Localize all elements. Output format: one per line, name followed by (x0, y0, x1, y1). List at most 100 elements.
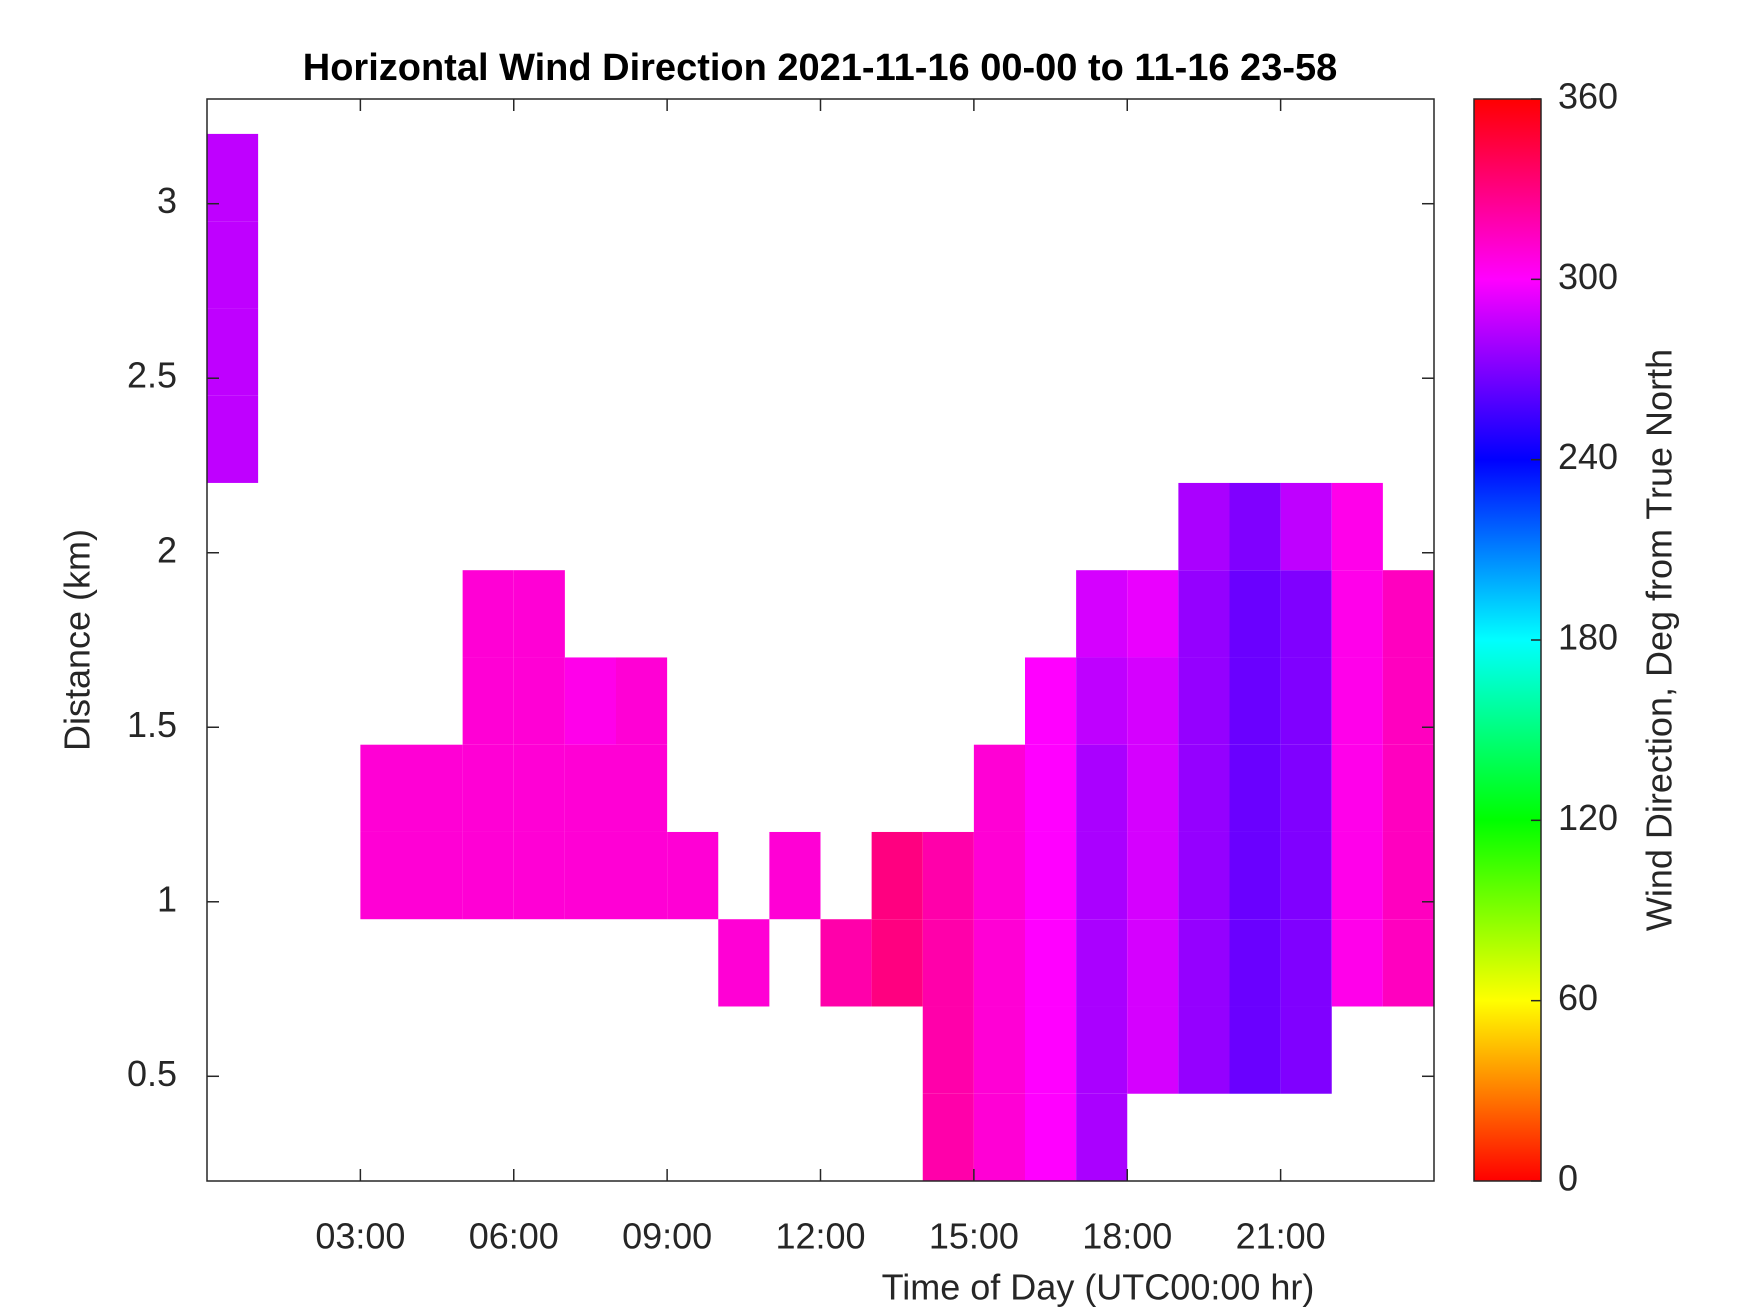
cell (1127, 744, 1179, 832)
colorbar-tick-label: 0 (1558, 1158, 1578, 1199)
y-tick-label: 1.5 (127, 704, 177, 745)
cell (513, 831, 565, 920)
x-tick-label: 03:00 (315, 1216, 405, 1257)
x-tick-label: 18:00 (1082, 1216, 1172, 1257)
cell (207, 395, 259, 483)
cell (513, 744, 565, 832)
cell (973, 831, 1025, 920)
cell (411, 831, 463, 920)
cell (1076, 1093, 1128, 1181)
cell (718, 919, 770, 1007)
cell (769, 831, 821, 920)
cell (1025, 1093, 1077, 1181)
cell (616, 744, 668, 832)
cell (1127, 831, 1179, 920)
cell (616, 831, 668, 920)
cell (1127, 919, 1179, 1007)
colorbar (1473, 98, 1542, 1182)
cell (1127, 1006, 1179, 1094)
colorbar-tick-label: 300 (1558, 256, 1618, 297)
colorbar-tick-label: 240 (1558, 436, 1618, 477)
cell (820, 919, 872, 1007)
cell (1178, 1006, 1230, 1094)
cell (360, 744, 412, 832)
cell (1127, 570, 1179, 658)
colorbar-tick-label: 120 (1558, 797, 1618, 838)
cell (1076, 570, 1128, 658)
cell (1076, 831, 1128, 920)
cell (462, 570, 514, 658)
cell (1280, 570, 1332, 658)
cell (1025, 657, 1077, 745)
cell (1178, 919, 1230, 1007)
cell (1229, 744, 1281, 832)
cell (1382, 570, 1434, 658)
cell (1025, 919, 1077, 1007)
cell (1229, 657, 1281, 745)
cell (207, 308, 259, 396)
cell (1076, 744, 1128, 832)
cell (1025, 1006, 1077, 1094)
chart-title: Horizontal Wind Direction 2021-11-16 00-… (303, 47, 1338, 89)
colorbar-tick-label: 60 (1558, 977, 1598, 1018)
cell (1127, 657, 1179, 745)
x-tick-label: 21:00 (1236, 1216, 1326, 1257)
cell (411, 744, 463, 832)
cell (922, 1006, 974, 1094)
cell (1331, 744, 1383, 832)
x-axis-label: Time of Day (UTC00:00 hr) (882, 1267, 1315, 1308)
cell (564, 744, 616, 832)
cell (1025, 744, 1077, 832)
cell (667, 831, 719, 920)
cell (1280, 744, 1332, 832)
cell (973, 1006, 1025, 1094)
cell (1331, 919, 1383, 1007)
y-axis-label: Distance (km) (57, 529, 98, 751)
cell (1229, 919, 1281, 1007)
y-tick-label: 2 (157, 529, 177, 570)
cell (1280, 657, 1332, 745)
y-tick-label: 2.5 (127, 355, 177, 396)
cell (1331, 657, 1383, 745)
cell (1076, 657, 1128, 745)
cell (564, 831, 616, 920)
cell (207, 221, 259, 309)
y-tick-label: 3 (157, 180, 177, 221)
cell (1229, 570, 1281, 658)
cell (1280, 482, 1332, 571)
x-tick-label: 06:00 (469, 1216, 559, 1257)
cell (922, 919, 974, 1007)
cell (564, 657, 616, 745)
cell (462, 744, 514, 832)
cell (922, 1093, 974, 1181)
x-tick-label: 15:00 (929, 1216, 1019, 1257)
cell (1331, 570, 1383, 658)
cell (922, 831, 974, 920)
cell (1382, 744, 1434, 832)
x-tick-label: 12:00 (775, 1216, 865, 1257)
cell (1280, 831, 1332, 920)
cell (1382, 831, 1434, 920)
cell (462, 657, 514, 745)
cell (973, 744, 1025, 832)
y-tick-label: 0.5 (127, 1053, 177, 1094)
cell (513, 657, 565, 745)
cell (616, 657, 668, 745)
cell (1280, 919, 1332, 1007)
y-tick-label: 1 (157, 878, 177, 919)
cell (207, 133, 259, 222)
colorbar-tick-label: 180 (1558, 617, 1618, 658)
cell (1076, 1006, 1128, 1094)
cell (973, 919, 1025, 1007)
cell (1076, 919, 1128, 1007)
cell (1331, 482, 1383, 571)
colorbar-label: Wind Direction, Deg from True North (1639, 349, 1680, 931)
cell (1229, 1006, 1281, 1094)
cell (1178, 657, 1230, 745)
x-tick-label: 09:00 (622, 1216, 712, 1257)
cell (1178, 831, 1230, 920)
cell (871, 831, 923, 920)
cell (462, 831, 514, 920)
cell (1382, 657, 1434, 745)
